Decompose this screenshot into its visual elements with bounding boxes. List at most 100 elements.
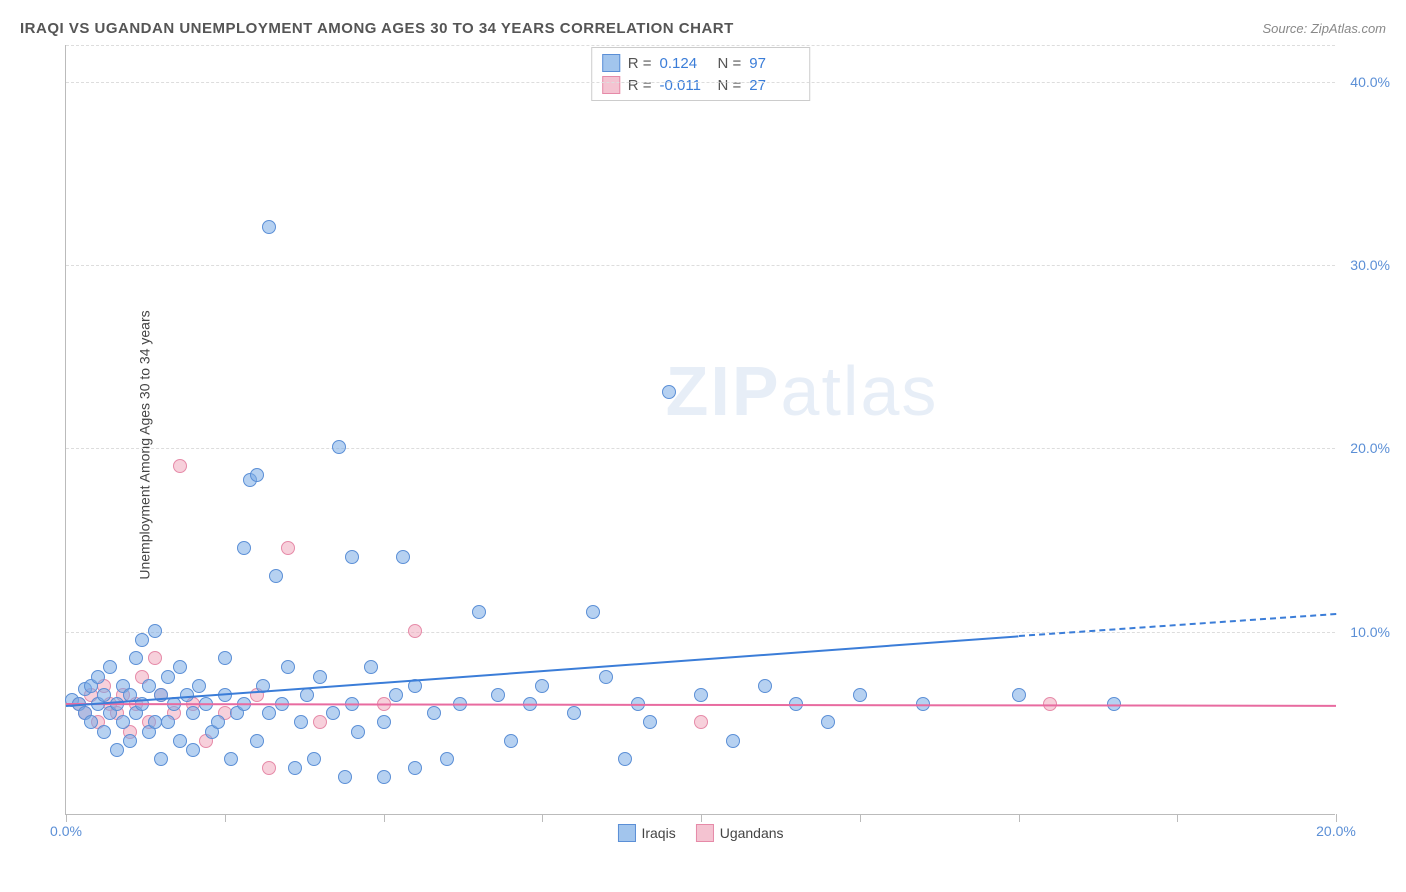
iraqi-point [211, 715, 225, 729]
x-tick-label: 20.0% [1316, 823, 1356, 839]
iraqi-point [186, 706, 200, 720]
legend-item-iraqis: Iraqis [617, 824, 675, 842]
iraqi-point [116, 715, 130, 729]
r-label: R = [628, 55, 652, 72]
iraqi-point [821, 715, 835, 729]
iraqi-point [326, 706, 340, 720]
iraqi-point [97, 725, 111, 739]
iraqi-point [84, 715, 98, 729]
x-tick [701, 814, 702, 822]
pink-swatch-icon [696, 824, 714, 842]
iraqi-point [262, 220, 276, 234]
iraqi-point [218, 651, 232, 665]
iraqi-point [262, 706, 276, 720]
iraqi-point [408, 761, 422, 775]
iraqi-point [129, 651, 143, 665]
iraqi-point [281, 660, 295, 674]
iraqi-point [853, 688, 867, 702]
bottom-legend: Iraqis Ugandans [617, 824, 783, 842]
iraqi-point [313, 670, 327, 684]
n-value: 27 [749, 77, 799, 94]
iraqi-point [332, 440, 346, 454]
iraqi-point [154, 752, 168, 766]
iraqi-point [567, 706, 581, 720]
iraqi-point [97, 688, 111, 702]
iraqi-point [294, 715, 308, 729]
ugandan-point [694, 715, 708, 729]
x-tick [1177, 814, 1178, 822]
iraqi-point [758, 679, 772, 693]
iraqi-point [338, 770, 352, 784]
pink-swatch-icon [602, 76, 620, 94]
iraqi-point [599, 670, 613, 684]
ugandan-trend-line [66, 703, 1336, 707]
iraqi-point [307, 752, 321, 766]
watermark: ZIPatlas [666, 351, 939, 431]
n-value: 97 [749, 55, 799, 72]
iraqi-point [91, 670, 105, 684]
r-value: 0.124 [660, 55, 710, 72]
iraqi-point [427, 706, 441, 720]
x-tick-label: 0.0% [50, 823, 82, 839]
iraqi-point [618, 752, 632, 766]
legend-label: Ugandans [720, 825, 784, 841]
x-tick [1019, 814, 1020, 822]
iraqi-point [726, 734, 740, 748]
blue-swatch-icon [617, 824, 635, 842]
iraqi-point [364, 660, 378, 674]
iraqi-point [377, 770, 391, 784]
gridline [66, 448, 1335, 449]
iraqi-point [110, 743, 124, 757]
iraqi-point [148, 624, 162, 638]
legend-label: Iraqis [641, 825, 675, 841]
iraqi-point [504, 734, 518, 748]
iraqi-point [142, 679, 156, 693]
gridline [66, 45, 1335, 46]
iraqi-point [250, 468, 264, 482]
iraqi-point [186, 743, 200, 757]
iraqi-point [1012, 688, 1026, 702]
iraqi-point [192, 679, 206, 693]
iraqi-point [173, 660, 187, 674]
x-tick [225, 814, 226, 822]
r-label: R = [628, 77, 652, 94]
iraqi-point [377, 715, 391, 729]
ugandan-point [262, 761, 276, 775]
iraqi-point [643, 715, 657, 729]
iraqi-trend-line-extrapolated [1018, 613, 1336, 637]
ugandan-point [173, 459, 187, 473]
iraqi-point [269, 569, 283, 583]
source-label: Source: ZipAtlas.com [1262, 21, 1386, 36]
iraqi-point [161, 670, 175, 684]
gridline [66, 632, 1335, 633]
ugandan-point [281, 541, 295, 555]
iraqi-point [535, 679, 549, 693]
iraqi-point [396, 550, 410, 564]
n-label: N = [718, 77, 742, 94]
y-tick-label: 20.0% [1350, 440, 1390, 456]
stat-row: R = -0.011 N = 27 [602, 74, 800, 96]
x-tick [384, 814, 385, 822]
iraqi-point [123, 734, 137, 748]
chart-title: IRAQI VS UGANDAN UNEMPLOYMENT AMONG AGES… [20, 20, 734, 37]
iraqi-point [161, 715, 175, 729]
stats-box: R = 0.124 N = 97 R = -0.011 N = 27 [591, 47, 811, 101]
x-tick [542, 814, 543, 822]
iraqi-point [300, 688, 314, 702]
gridline [66, 265, 1335, 266]
iraqi-point [237, 541, 251, 555]
iraqi-point [586, 605, 600, 619]
iraqi-point [472, 605, 486, 619]
n-label: N = [718, 55, 742, 72]
y-tick-label: 30.0% [1350, 257, 1390, 273]
iraqi-point [694, 688, 708, 702]
r-value: -0.011 [660, 77, 710, 94]
iraqi-point [345, 550, 359, 564]
iraqi-point [351, 725, 365, 739]
chart-container: Unemployment Among Ages 30 to 34 years Z… [20, 45, 1386, 845]
blue-swatch-icon [602, 54, 620, 72]
iraqi-point [288, 761, 302, 775]
iraqi-point [491, 688, 505, 702]
gridline [66, 82, 1335, 83]
x-tick [860, 814, 861, 822]
